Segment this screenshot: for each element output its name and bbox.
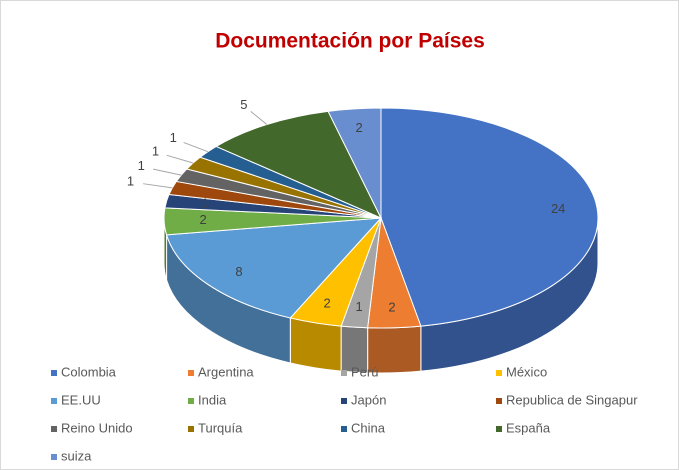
legend-swatch [188,398,194,404]
slice [327,107,382,219]
legend-swatch [341,398,347,404]
slice [215,110,383,220]
data-label: 1 [356,299,363,314]
legend-swatch [51,454,57,460]
legend-label: Turquía [198,420,243,435]
legend-swatch [496,426,502,432]
slice-side [289,317,342,372]
legend-label: Reino Unido [61,420,133,435]
leader-line [250,110,268,125]
data-label: 2 [323,295,330,310]
legend-label: China [351,420,386,435]
data-label: 2 [200,212,207,227]
data-label: 1 [202,196,209,211]
slice [380,107,599,327]
legend-label: Republica de Singapur [506,392,638,407]
chart-title: Documentación por Países [215,30,485,53]
data-label: 24 [551,201,565,216]
data-label: 1 [152,143,159,158]
legend-label: suiza [61,448,92,463]
data-label: 1 [127,173,134,188]
leader-line [166,154,194,164]
data-label: 1 [138,158,145,173]
slice [165,217,383,319]
slices [163,107,599,329]
legend-swatch [341,426,347,432]
side-walls [163,217,599,374]
legend-swatch [51,426,57,432]
legend-swatch [188,370,194,376]
legend-label: EE.UU [61,392,101,407]
legend-label: Perú [351,364,378,379]
leader-line [183,141,209,153]
data-label: 8 [235,264,242,279]
legend-label: Argentina [198,364,254,379]
legend-label: España [506,420,551,435]
legend-swatch [51,398,57,404]
legend-label: México [506,364,547,379]
leader-line [153,168,182,176]
legend-swatch [496,370,502,376]
legend-swatch [496,398,502,404]
data-label: 2 [388,299,395,314]
legend-label: Japón [351,392,386,407]
leader-line [142,183,173,189]
legend-swatch [188,426,194,432]
data-label: 2 [356,120,363,135]
legend-label: India [198,392,227,407]
legend-swatch [341,370,347,376]
legend-label: Colombia [61,364,117,379]
data-label: 5 [240,97,247,112]
data-label: 1 [170,130,177,145]
legend-swatch [51,370,57,376]
